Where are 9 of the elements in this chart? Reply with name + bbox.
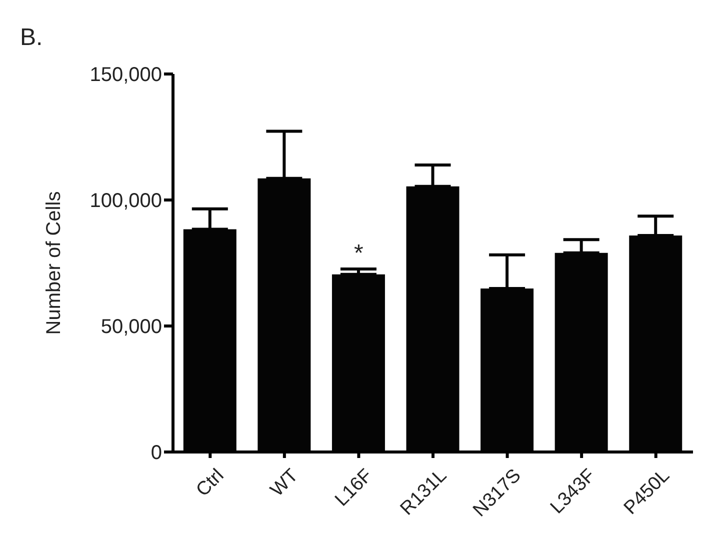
y-axis-title: Number of Cells — [43, 191, 66, 335]
y-tick-label: 50,000 — [100, 316, 162, 338]
y-tick-label: 150,000 — [90, 64, 162, 86]
annotation: * — [354, 240, 364, 268]
x-tick-label: Ctrl — [192, 465, 228, 501]
x-tick-label: WT — [266, 464, 303, 501]
y-tick-label: 100,000 — [90, 190, 162, 212]
text: B. — [20, 24, 43, 52]
y-tick-label: 0 — [150, 442, 162, 464]
